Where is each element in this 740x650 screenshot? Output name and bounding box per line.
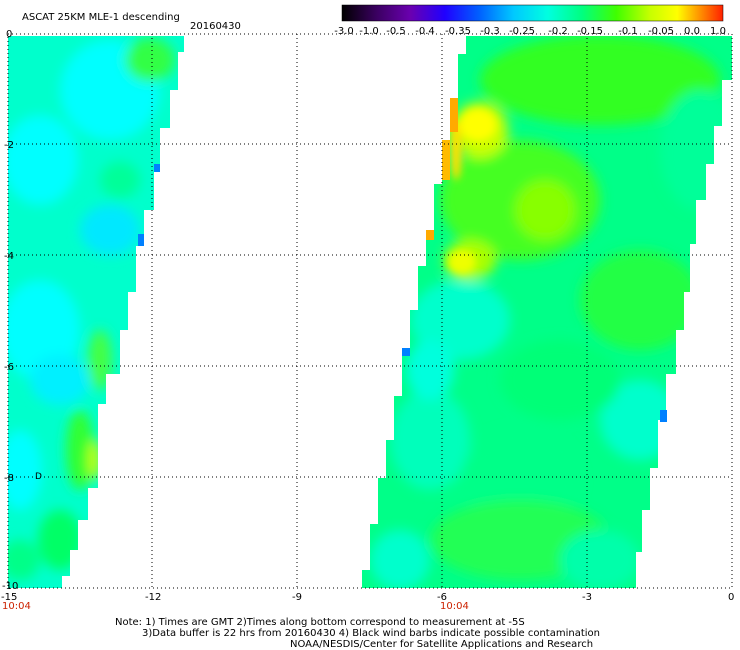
y-tick-label: -10 <box>2 581 18 592</box>
colorbar-tick-label: -0.4 <box>415 26 435 37</box>
colorbar-tick-label: -0.25 <box>509 26 535 37</box>
y-tick-label: 0 <box>6 29 12 40</box>
x-tick-label: 0 <box>728 592 734 603</box>
x-tick-label: -6 <box>437 592 447 603</box>
map-marker: D <box>35 472 42 482</box>
colorbar-tick-label: -0.1 <box>618 26 638 37</box>
orange-pixel <box>450 98 458 132</box>
y-tick-label: -2 <box>4 140 14 151</box>
colorbar-tick-label: -0.15 <box>577 26 603 37</box>
blue-pixel <box>154 164 160 172</box>
x-axis-labels: -15 -12 -9 -6 -3 0 <box>1 592 734 603</box>
orange-pixel <box>426 230 434 240</box>
y-tick-label: -4 <box>4 251 14 262</box>
colorbar-tick-label: 0.0 <box>684 26 700 37</box>
x-tick-label: -15 <box>1 592 17 603</box>
footer-credit: NOAA/NESDIS/Center for Satellite Applica… <box>290 639 593 650</box>
orange-pixel <box>442 140 450 180</box>
colorbar-tick-label: -1.0 <box>359 26 379 37</box>
colorbar-tick-label: -0.5 <box>386 26 406 37</box>
y-tick-label: -8 <box>4 473 14 484</box>
colorbar-gradient <box>341 4 724 22</box>
footer-note-line2: 3)Data buffer is 22 hrs from 20160430 4)… <box>142 628 600 639</box>
y-tick-label: -6 <box>4 362 14 373</box>
time-label: 10:04 <box>2 601 31 612</box>
colorbar-tick-label: -0.2 <box>548 26 568 37</box>
colorbar-tick-label: 1.0 <box>710 26 726 37</box>
blue-pixel <box>402 348 410 356</box>
colorbar-tick-label: -0.35 <box>445 26 471 37</box>
time-label: 10:04 <box>440 601 469 612</box>
colorbar-tick-label: -3.0 <box>334 26 354 37</box>
blue-pixel <box>138 234 144 246</box>
x-tick-label: -9 <box>292 592 302 603</box>
colorbar-tick-label: -0.05 <box>648 26 674 37</box>
colorbar: -3.0 -1.0 -0.5 -0.4 -0.35 -0.3 -0.25 -0.2 -0.15 -… <box>334 4 726 37</box>
footer-note-line1: Note: 1) Times are GMT 2)Times along bot… <box>115 617 525 628</box>
map-date: 20160430 <box>190 21 241 32</box>
map-title: ASCAT 25KM MLE-1 descending <box>22 12 180 23</box>
x-tick-label: -3 <box>582 592 592 603</box>
blue-pixel <box>660 410 667 422</box>
y-axis-labels: 0 -2 -4 -6 -8 -10 <box>2 29 18 592</box>
colorbar-tick-label: -0.3 <box>480 26 500 37</box>
x-tick-label: -12 <box>145 592 161 603</box>
graticule <box>7 33 733 589</box>
